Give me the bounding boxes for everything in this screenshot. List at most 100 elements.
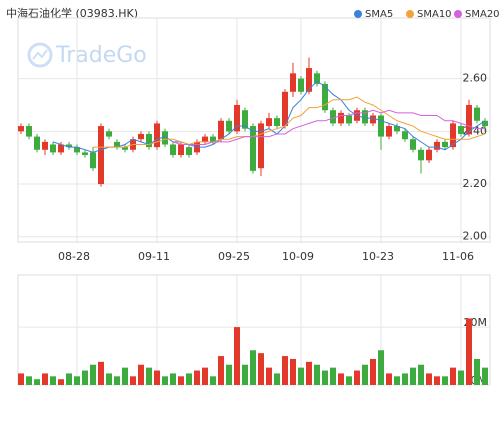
volume-bar	[450, 367, 456, 385]
volume-bar	[418, 364, 424, 385]
candle-body	[74, 147, 80, 153]
candle-body	[338, 112, 344, 124]
volume-bar	[378, 350, 384, 385]
volume-bar	[306, 361, 312, 385]
candle-body	[258, 123, 264, 169]
volume-bar	[482, 367, 488, 385]
candle-body	[58, 144, 64, 153]
volume-bar	[290, 358, 296, 385]
volume-bar	[298, 367, 304, 385]
x-tick-label: 08-28	[58, 250, 90, 263]
volume-bar	[18, 373, 24, 385]
candle-body	[42, 141, 48, 150]
sma-line	[172, 109, 485, 145]
x-tick-label: 11-06	[442, 250, 474, 263]
candle-body	[114, 141, 120, 148]
legend-label: SMA5	[365, 9, 393, 20]
candle-body	[282, 91, 288, 127]
volume-bar	[426, 373, 432, 385]
sma-line	[93, 96, 486, 148]
candle-body	[442, 141, 448, 148]
volume-bar	[386, 373, 392, 385]
candle-body	[394, 126, 400, 132]
volume-bar	[394, 376, 400, 385]
candle-body	[474, 107, 480, 121]
candle-body	[330, 110, 336, 124]
volume-bar	[26, 376, 32, 385]
volume-bar	[442, 376, 448, 385]
legend-marker	[406, 10, 414, 18]
legend-label: SMA10	[417, 9, 452, 20]
volume-bar	[42, 373, 48, 385]
volume-bar	[34, 379, 40, 385]
y-tick-label: 2.60	[463, 72, 488, 85]
candle-body	[426, 149, 432, 161]
candle-body	[450, 123, 456, 148]
candle-body	[138, 133, 144, 140]
x-tick-label: 10-23	[362, 250, 394, 263]
volume-bar	[258, 353, 264, 385]
volume-bar	[202, 367, 208, 385]
volume-bar	[170, 373, 176, 385]
candle-body	[234, 104, 240, 132]
candle-body	[410, 139, 416, 150]
volume-bar	[410, 367, 416, 385]
volume-bar	[50, 376, 56, 385]
volume-bar	[82, 370, 88, 385]
candle-body	[186, 147, 192, 156]
candle-body	[250, 126, 256, 171]
candle-body	[34, 136, 40, 150]
volume-bar	[98, 361, 104, 385]
volume-bar	[58, 379, 64, 385]
candle-body	[90, 152, 96, 169]
candle-body	[322, 83, 328, 111]
volume-bar	[458, 370, 464, 385]
volume-bar	[242, 364, 248, 385]
volume-bar	[114, 376, 120, 385]
y-tick-label: 2.00	[463, 230, 488, 243]
volume-bar	[234, 327, 240, 385]
volume-bar	[74, 376, 80, 385]
candle-body	[266, 118, 272, 127]
candle-body	[434, 141, 440, 150]
volume-bar	[338, 373, 344, 385]
candle-body	[122, 147, 128, 150]
candle-body	[202, 136, 208, 142]
volume-bar	[186, 373, 192, 385]
candle-body	[18, 126, 24, 132]
volume-bar	[322, 370, 328, 385]
watermark: TradeGo	[55, 43, 147, 68]
chart-title: 中海石油化学 (03983.HK)	[6, 6, 138, 20]
volume-bar	[362, 364, 368, 385]
candle-body	[314, 73, 320, 84]
volume-bar	[154, 370, 160, 385]
candle-body	[418, 149, 424, 161]
candle-body	[306, 68, 312, 92]
candle-body	[226, 120, 232, 132]
candle-body	[98, 126, 104, 185]
candle-body	[466, 104, 472, 134]
volume-bar	[282, 356, 288, 385]
volume-bar	[194, 370, 200, 385]
sma-line	[52, 80, 486, 153]
volume-bar	[226, 364, 232, 385]
volume-bar	[266, 367, 272, 385]
candle-body	[274, 118, 280, 127]
candle-body	[242, 110, 248, 129]
volume-bar	[370, 358, 376, 385]
x-tick-label: 09-25	[218, 250, 250, 263]
candle-body	[66, 144, 72, 148]
x-tick-label: 09-11	[138, 250, 170, 263]
volume-bar	[122, 367, 128, 385]
candle-body	[218, 120, 224, 140]
x-tick-label: 10-09	[282, 250, 314, 263]
volume-bar	[354, 370, 360, 385]
volume-bar	[90, 364, 96, 385]
candle-body	[482, 120, 488, 127]
volume-bar	[346, 376, 352, 385]
logo	[27, 42, 53, 68]
candle-body	[362, 110, 368, 124]
candle-body	[402, 131, 408, 140]
y-tick-label: 2.20	[463, 177, 488, 190]
